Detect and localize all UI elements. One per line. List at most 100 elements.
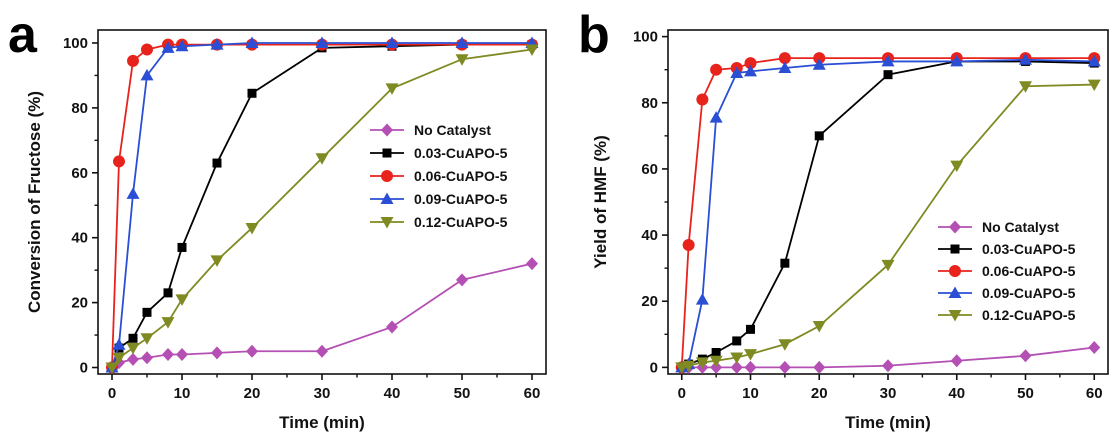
panel-letter: b [578,6,610,64]
data-point [126,187,140,199]
data-point [113,155,125,168]
legend-label: 0.09-CuAPO-5 [982,285,1076,301]
data-point [245,222,259,235]
series-line [111,42,532,368]
data-point [1019,81,1032,93]
data-point [695,357,709,369]
y-tick-label: 100 [63,35,88,52]
data-point [881,259,895,272]
data-point [696,93,709,106]
data-point [456,273,468,287]
x-tick-label: 10 [742,385,759,402]
x-tick-label: 60 [1086,385,1103,402]
data-point [746,324,755,334]
data-point [161,41,175,53]
data-point [212,158,222,168]
legend-label: No Catalyst [414,122,491,138]
data-point [141,43,153,56]
data-point [163,288,173,298]
y-axis-label: Conversion of Fructose (%) [25,91,44,313]
y-tick-label: 40 [641,227,658,244]
data-point [778,339,792,351]
series-0-03-cuapo-5 [677,56,1099,372]
data-point [883,70,893,80]
data-point [711,348,721,357]
data-point [744,360,757,374]
data-point [386,320,398,334]
data-point [142,307,152,317]
data-point [881,54,895,67]
data-point [455,36,469,48]
y-tick-label: 0 [80,360,88,377]
legend-marker [948,286,962,298]
data-point [710,360,723,374]
legend-label: 0.06-CuAPO-5 [982,263,1076,279]
data-point [105,362,119,375]
data-point [1019,53,1032,65]
legend-label: 0.12-CuAPO-5 [982,307,1076,323]
data-point [247,88,257,98]
data-point [1087,79,1101,92]
data-point [126,343,140,355]
series-line [681,58,1095,369]
legend-marker [381,170,393,182]
legend-marker [950,244,960,254]
data-point [812,321,826,333]
data-point [682,239,695,251]
data-point [141,351,153,365]
panel-letter: a [8,6,38,64]
data-point [175,39,189,52]
legend-label: 0.03-CuAPO-5 [414,145,508,161]
data-point [455,54,469,66]
x-tick-label: 30 [314,385,331,402]
data-point [316,344,328,358]
legend-marker [949,220,961,234]
data-point [140,333,154,345]
x-tick-label: 30 [880,385,897,402]
data-point [778,360,791,374]
data-point [730,352,744,364]
data-point [950,354,963,368]
data-point [813,360,826,374]
legend-label: 0.03-CuAPO-5 [982,241,1076,257]
data-point [1087,54,1101,67]
legend-marker [380,217,394,229]
y-tick-label: 20 [641,293,658,310]
data-point [950,54,964,67]
data-point [709,355,723,368]
data-point [525,44,539,56]
data-point [176,348,188,362]
data-point [1088,341,1101,355]
x-tick-label: 10 [174,385,191,402]
data-point [812,58,826,70]
panel-b: b 0 10 20 30 40 50 60 0 20 40 60 80 100 Time (min) Yiel… [578,6,1109,432]
data-point [385,36,399,48]
y-tick-label: 60 [71,165,88,182]
data-point [211,346,223,360]
series-no-catalyst [675,341,1101,374]
series-0-06-cuapo-5 [675,52,1101,374]
data-point [246,344,258,358]
data-point [950,160,964,173]
y-tick-label: 100 [633,29,658,46]
data-point [210,38,224,50]
y-tick-label: 80 [641,95,658,112]
data-point [112,352,126,365]
legend: No Catalyst 0.03-CuAPO-5 0.06-CuAPO-5 0.09-… [370,122,508,230]
data-point [730,66,744,78]
y-axis-label: Yield of HMF (%) [591,135,610,268]
data-point [315,36,329,48]
series-line [680,57,1095,368]
x-tick-label: 20 [811,385,828,402]
data-point [175,294,189,306]
data-point [780,258,790,268]
legend-label: 0.06-CuAPO-5 [414,168,508,184]
legend: No Catalyst 0.03-CuAPO-5 0.06-CuAPO-5 0.09-… [938,219,1076,323]
legend-label: No Catalyst [982,219,1059,235]
series-no-catalyst [106,257,538,375]
y-tick-label: 0 [650,359,658,376]
legend-marker [948,310,962,322]
x-tick-label: 60 [524,385,541,402]
legend-marker [949,265,961,277]
